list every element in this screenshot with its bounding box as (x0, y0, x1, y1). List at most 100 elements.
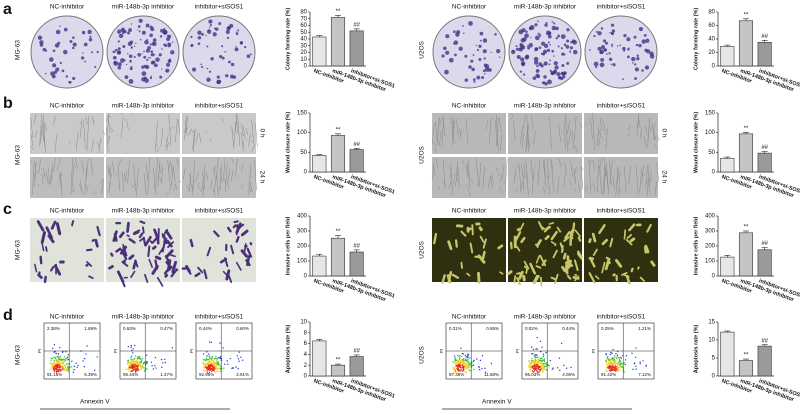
colony (600, 27, 604, 30)
event (61, 351, 64, 354)
y-tick-label: 0 (304, 374, 308, 380)
event (535, 362, 538, 364)
event (160, 358, 163, 361)
cell (250, 190, 254, 193)
colony (239, 41, 244, 45)
event (472, 364, 475, 366)
cell (537, 158, 541, 186)
colony (535, 73, 540, 78)
event (605, 359, 607, 361)
colony (138, 18, 143, 23)
invading-cell (235, 224, 240, 230)
event (612, 360, 614, 363)
event (537, 356, 539, 358)
cell (487, 176, 491, 189)
bar (349, 251, 364, 277)
event (560, 342, 563, 345)
y-tick-label: 300 (705, 229, 716, 235)
event (556, 367, 559, 369)
colony (152, 43, 155, 46)
invading-cell (588, 272, 596, 284)
colony (59, 25, 61, 27)
y-axis-title: Colony forming rate (%) (285, 8, 291, 71)
cell (478, 162, 482, 187)
event (464, 362, 467, 365)
event (206, 367, 209, 369)
colony (470, 59, 474, 63)
colony (128, 28, 132, 32)
event (59, 358, 61, 361)
cell (46, 171, 49, 184)
invading-cell (553, 273, 559, 285)
colony (515, 47, 520, 51)
cell-line-label: MG-63 (15, 40, 22, 60)
invading-cell (119, 245, 128, 255)
event (467, 353, 469, 355)
colony (595, 66, 598, 69)
cell (178, 180, 182, 183)
event (213, 357, 216, 360)
cell (189, 129, 192, 135)
y-tick-label: 200 (297, 244, 308, 250)
cell (452, 173, 456, 185)
event (639, 363, 641, 365)
event (456, 365, 458, 367)
cell (255, 123, 258, 148)
invading-cell (147, 245, 151, 258)
event (164, 361, 167, 364)
event (460, 347, 462, 349)
cell (156, 148, 160, 152)
cell (202, 171, 205, 190)
event (543, 358, 546, 360)
invading-cell (552, 249, 558, 259)
colony (524, 33, 529, 39)
invading-cell (246, 255, 251, 267)
cell (498, 185, 502, 192)
cell (496, 167, 499, 172)
colony (117, 29, 122, 34)
event (71, 360, 73, 362)
event (535, 368, 537, 370)
colony (123, 59, 126, 62)
colony (522, 58, 524, 60)
event (471, 364, 473, 366)
colony (597, 46, 602, 51)
event (145, 354, 148, 356)
event (140, 368, 142, 371)
cell (56, 164, 60, 171)
event (463, 364, 466, 367)
event (539, 361, 541, 363)
cell (525, 125, 528, 153)
cell (485, 120, 489, 130)
colony (542, 52, 546, 56)
event (86, 345, 88, 347)
event (140, 365, 142, 367)
colony (553, 22, 556, 25)
y-axis-title: Invasive cells per field (285, 217, 291, 275)
invading-cell (514, 231, 522, 242)
bar (349, 30, 364, 67)
cell (466, 162, 470, 179)
event (538, 371, 540, 373)
cell (580, 165, 584, 190)
cell (510, 118, 513, 120)
cell (646, 165, 650, 197)
event (237, 367, 239, 370)
event (466, 368, 469, 370)
cell (599, 157, 602, 170)
event (570, 366, 572, 369)
event (468, 361, 470, 364)
event (463, 366, 465, 368)
cell (192, 161, 195, 196)
event (50, 368, 52, 370)
quadrant-value: 1.21% (638, 326, 651, 331)
cell (442, 134, 446, 137)
colony (528, 26, 533, 31)
significance: ## (353, 22, 360, 28)
cell (609, 158, 612, 187)
colony (566, 61, 570, 65)
event (66, 357, 68, 360)
cell (175, 118, 178, 141)
event (58, 361, 61, 363)
cell (511, 151, 514, 153)
